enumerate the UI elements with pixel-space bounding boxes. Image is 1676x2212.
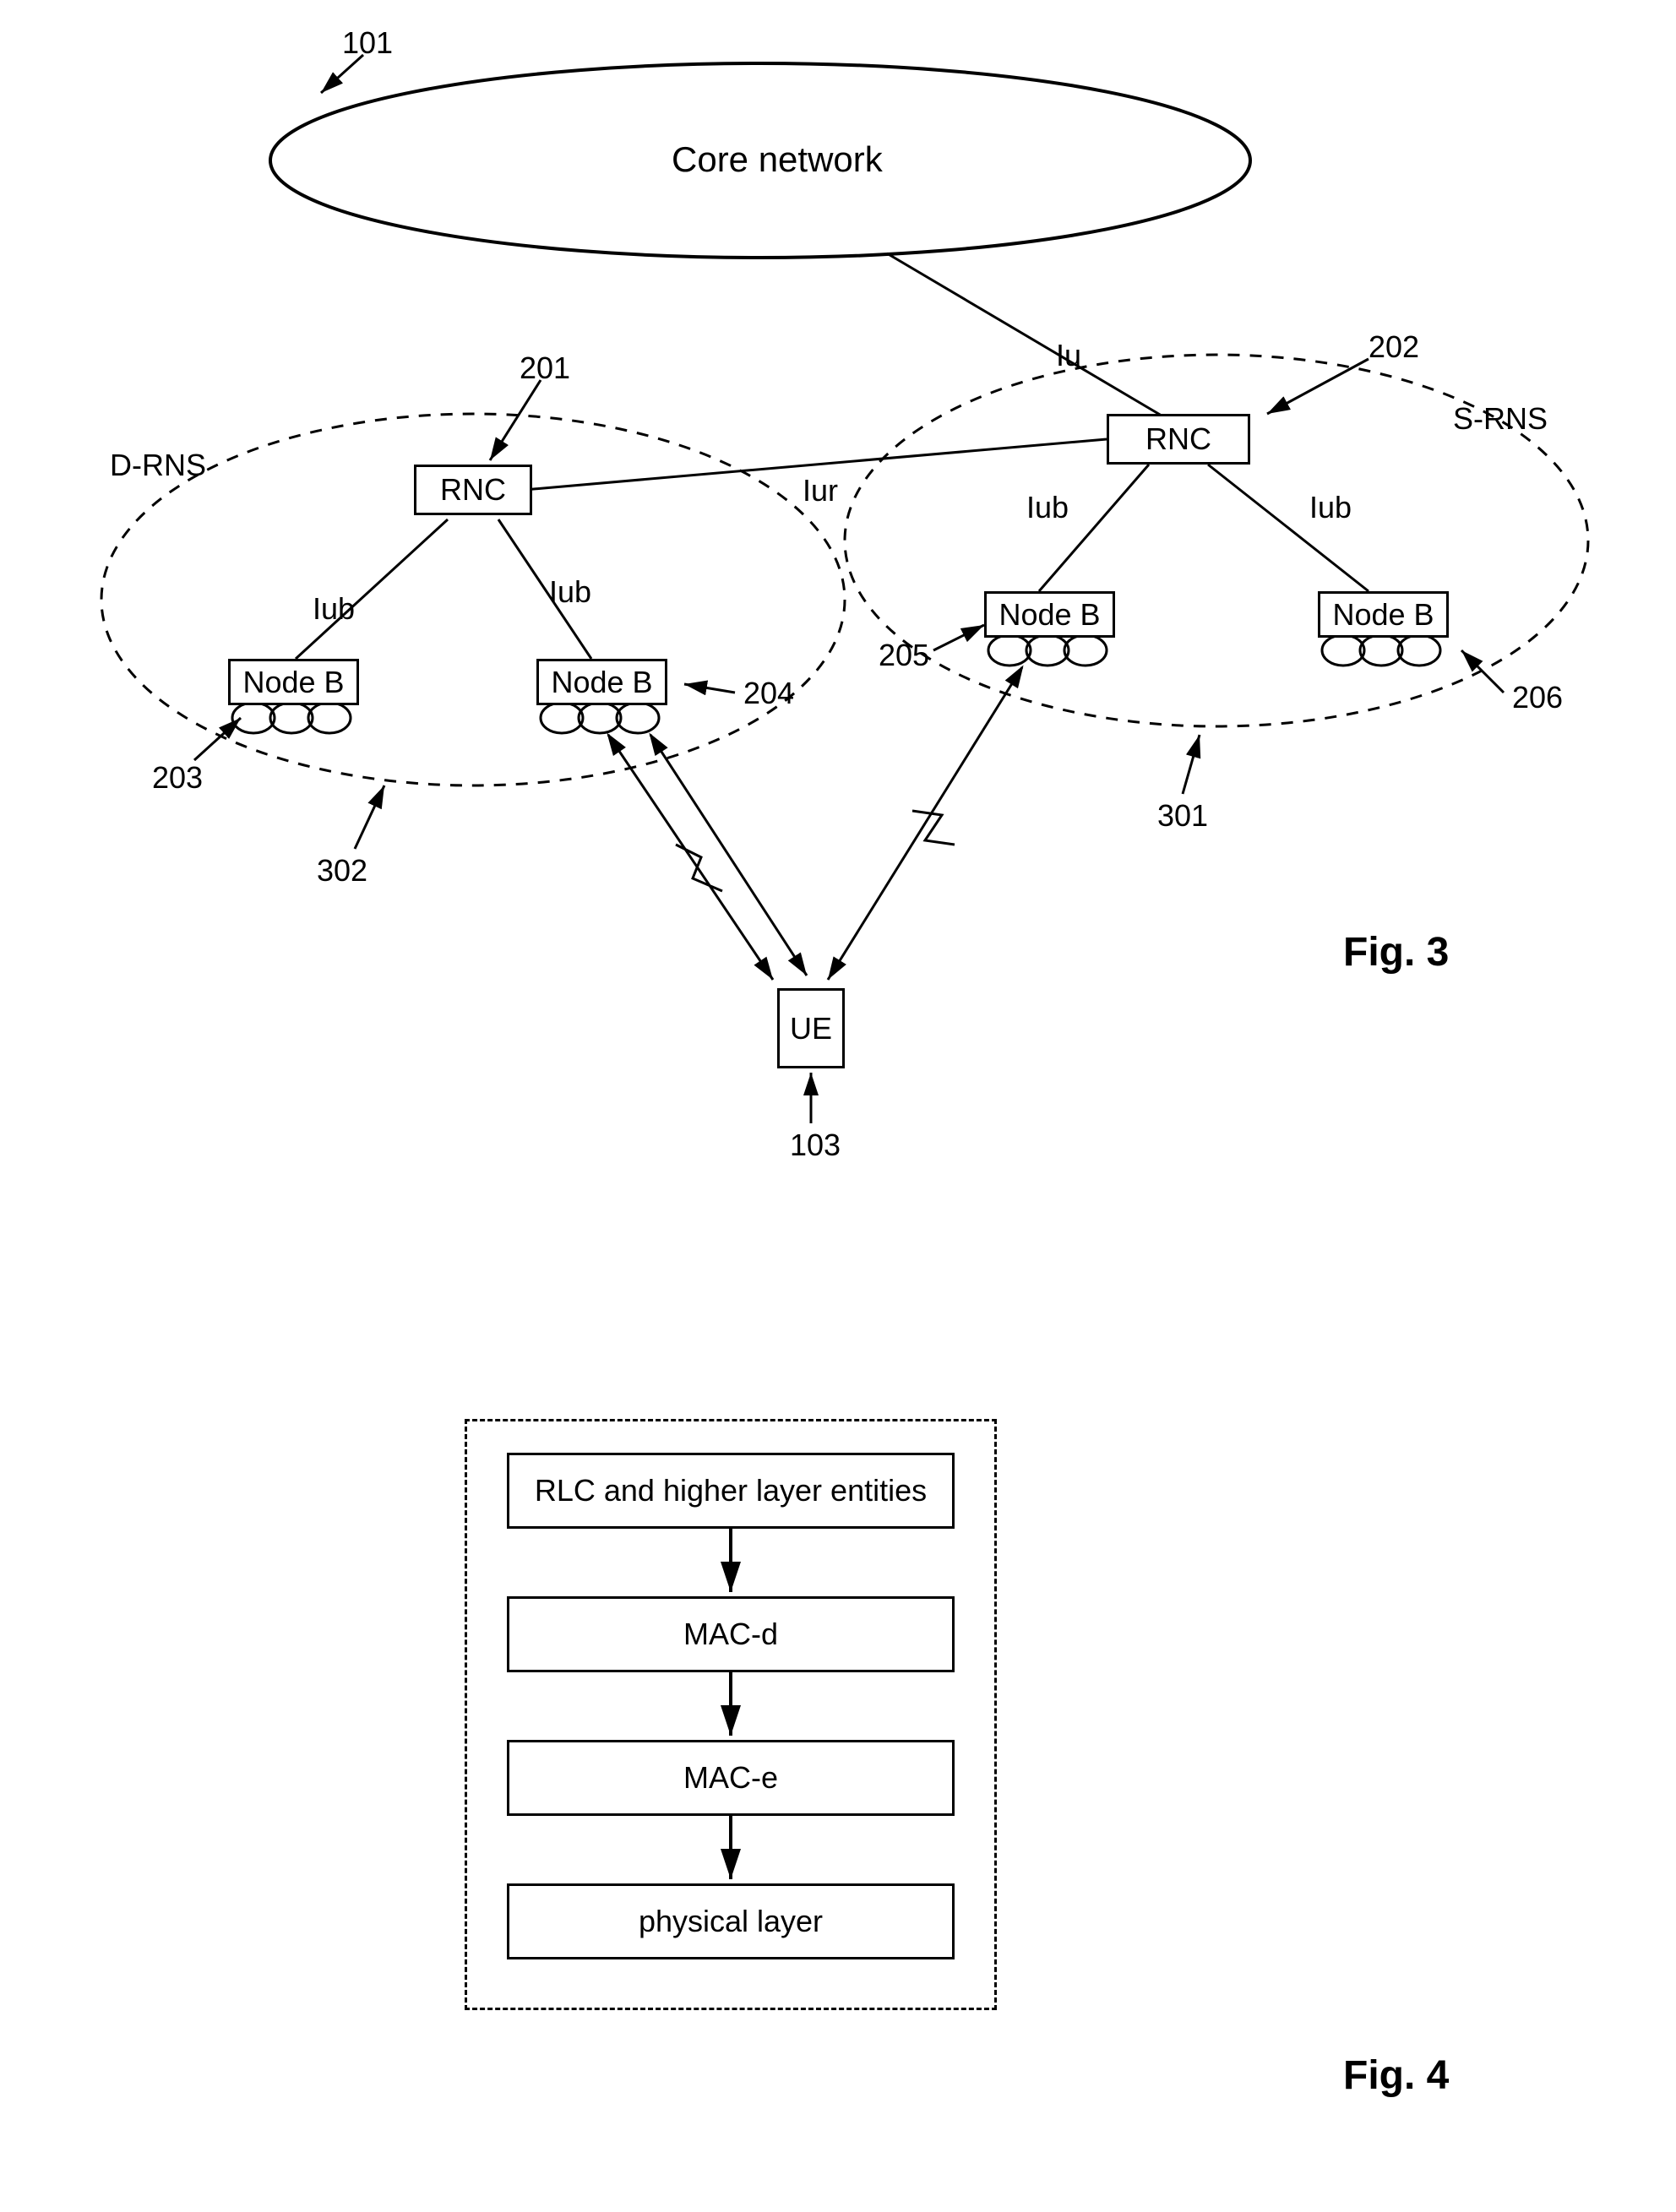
ref-205-arrow	[933, 625, 984, 650]
ref-203-label: 203	[152, 760, 203, 796]
nodeb-204-box: Node B	[536, 659, 667, 705]
core-network-label: Core network	[672, 139, 883, 180]
fig4-caption: Fig. 4	[1343, 2052, 1449, 2099]
srns-label: S-RNS	[1453, 401, 1548, 437]
ref-302-arrow	[355, 785, 384, 849]
ue-box: UE	[777, 988, 845, 1068]
drns-label: D-RNS	[110, 448, 206, 483]
iub-label-2: Iub	[549, 574, 591, 610]
iu-link	[887, 253, 1166, 418]
fig4-layer-3: physical layer	[507, 1883, 955, 1959]
ref-205-label: 205	[879, 638, 929, 673]
wireless-link-1a	[608, 735, 773, 980]
ref-204-label: 204	[743, 676, 794, 711]
ref-202-arrow	[1267, 359, 1369, 414]
ref-103-label: 103	[790, 1128, 841, 1163]
nodeb-203-label: Node B	[242, 665, 344, 700]
iub-link-206	[1208, 465, 1369, 591]
nodeb-206-box: Node B	[1318, 591, 1449, 638]
ref-302-label: 302	[317, 853, 367, 889]
nodeb-204-cells	[541, 703, 659, 733]
rnc-left-label: RNC	[440, 472, 506, 508]
ref-301-label: 301	[1157, 798, 1208, 834]
nodeb-205-cells	[988, 635, 1107, 666]
ref-101-label: 101	[342, 25, 393, 61]
iub-label-3: Iub	[1026, 490, 1069, 525]
nodeb-204-label: Node B	[551, 665, 652, 700]
fig4-layer-1-label: MAC-d	[683, 1617, 778, 1652]
ref-206-arrow	[1461, 650, 1504, 693]
rnc-right-label: RNC	[1145, 421, 1211, 457]
rnc-left-box: RNC	[414, 465, 532, 515]
fig4-layer-2: MAC-e	[507, 1740, 955, 1816]
nodeb-205-box: Node B	[984, 591, 1115, 638]
iub-label-4: Iub	[1309, 490, 1352, 525]
fig4-layer-2-label: MAC-e	[683, 1760, 778, 1796]
iub-link-203	[296, 519, 448, 659]
nodeb-206-cells	[1322, 635, 1440, 666]
nodeb-205-label: Node B	[999, 597, 1100, 633]
ref-202-label: 202	[1369, 329, 1419, 365]
fig4-layer-0: RLC and higher layer entities	[507, 1453, 955, 1529]
nodeb-203-box: Node B	[228, 659, 359, 705]
wireless-link-2	[828, 667, 1022, 980]
nodeb-203-cells	[232, 703, 351, 733]
ref-301-arrow	[1183, 735, 1200, 794]
fig3-caption: Fig. 3	[1343, 929, 1449, 976]
rnc-right-box: RNC	[1107, 414, 1250, 465]
ref-201-arrow	[490, 380, 541, 460]
iur-label: Iur	[803, 473, 838, 508]
fig4-layer-3-label: physical layer	[639, 1904, 823, 1939]
iu-label: Iu	[1056, 338, 1081, 373]
ref-201-label: 201	[520, 351, 570, 386]
fig4-layer-1: MAC-d	[507, 1596, 955, 1672]
iub-link-205	[1039, 465, 1149, 591]
ref-206-label: 206	[1512, 680, 1563, 715]
nodeb-206-label: Node B	[1332, 597, 1434, 633]
fig4-layer-0-label: RLC and higher layer entities	[535, 1473, 927, 1508]
ue-label: UE	[790, 1011, 832, 1046]
iub-label-1: Iub	[313, 591, 355, 627]
wireless-link-1b	[650, 735, 807, 976]
zigzag-2	[912, 811, 955, 845]
ref-204-arrow	[684, 684, 735, 693]
